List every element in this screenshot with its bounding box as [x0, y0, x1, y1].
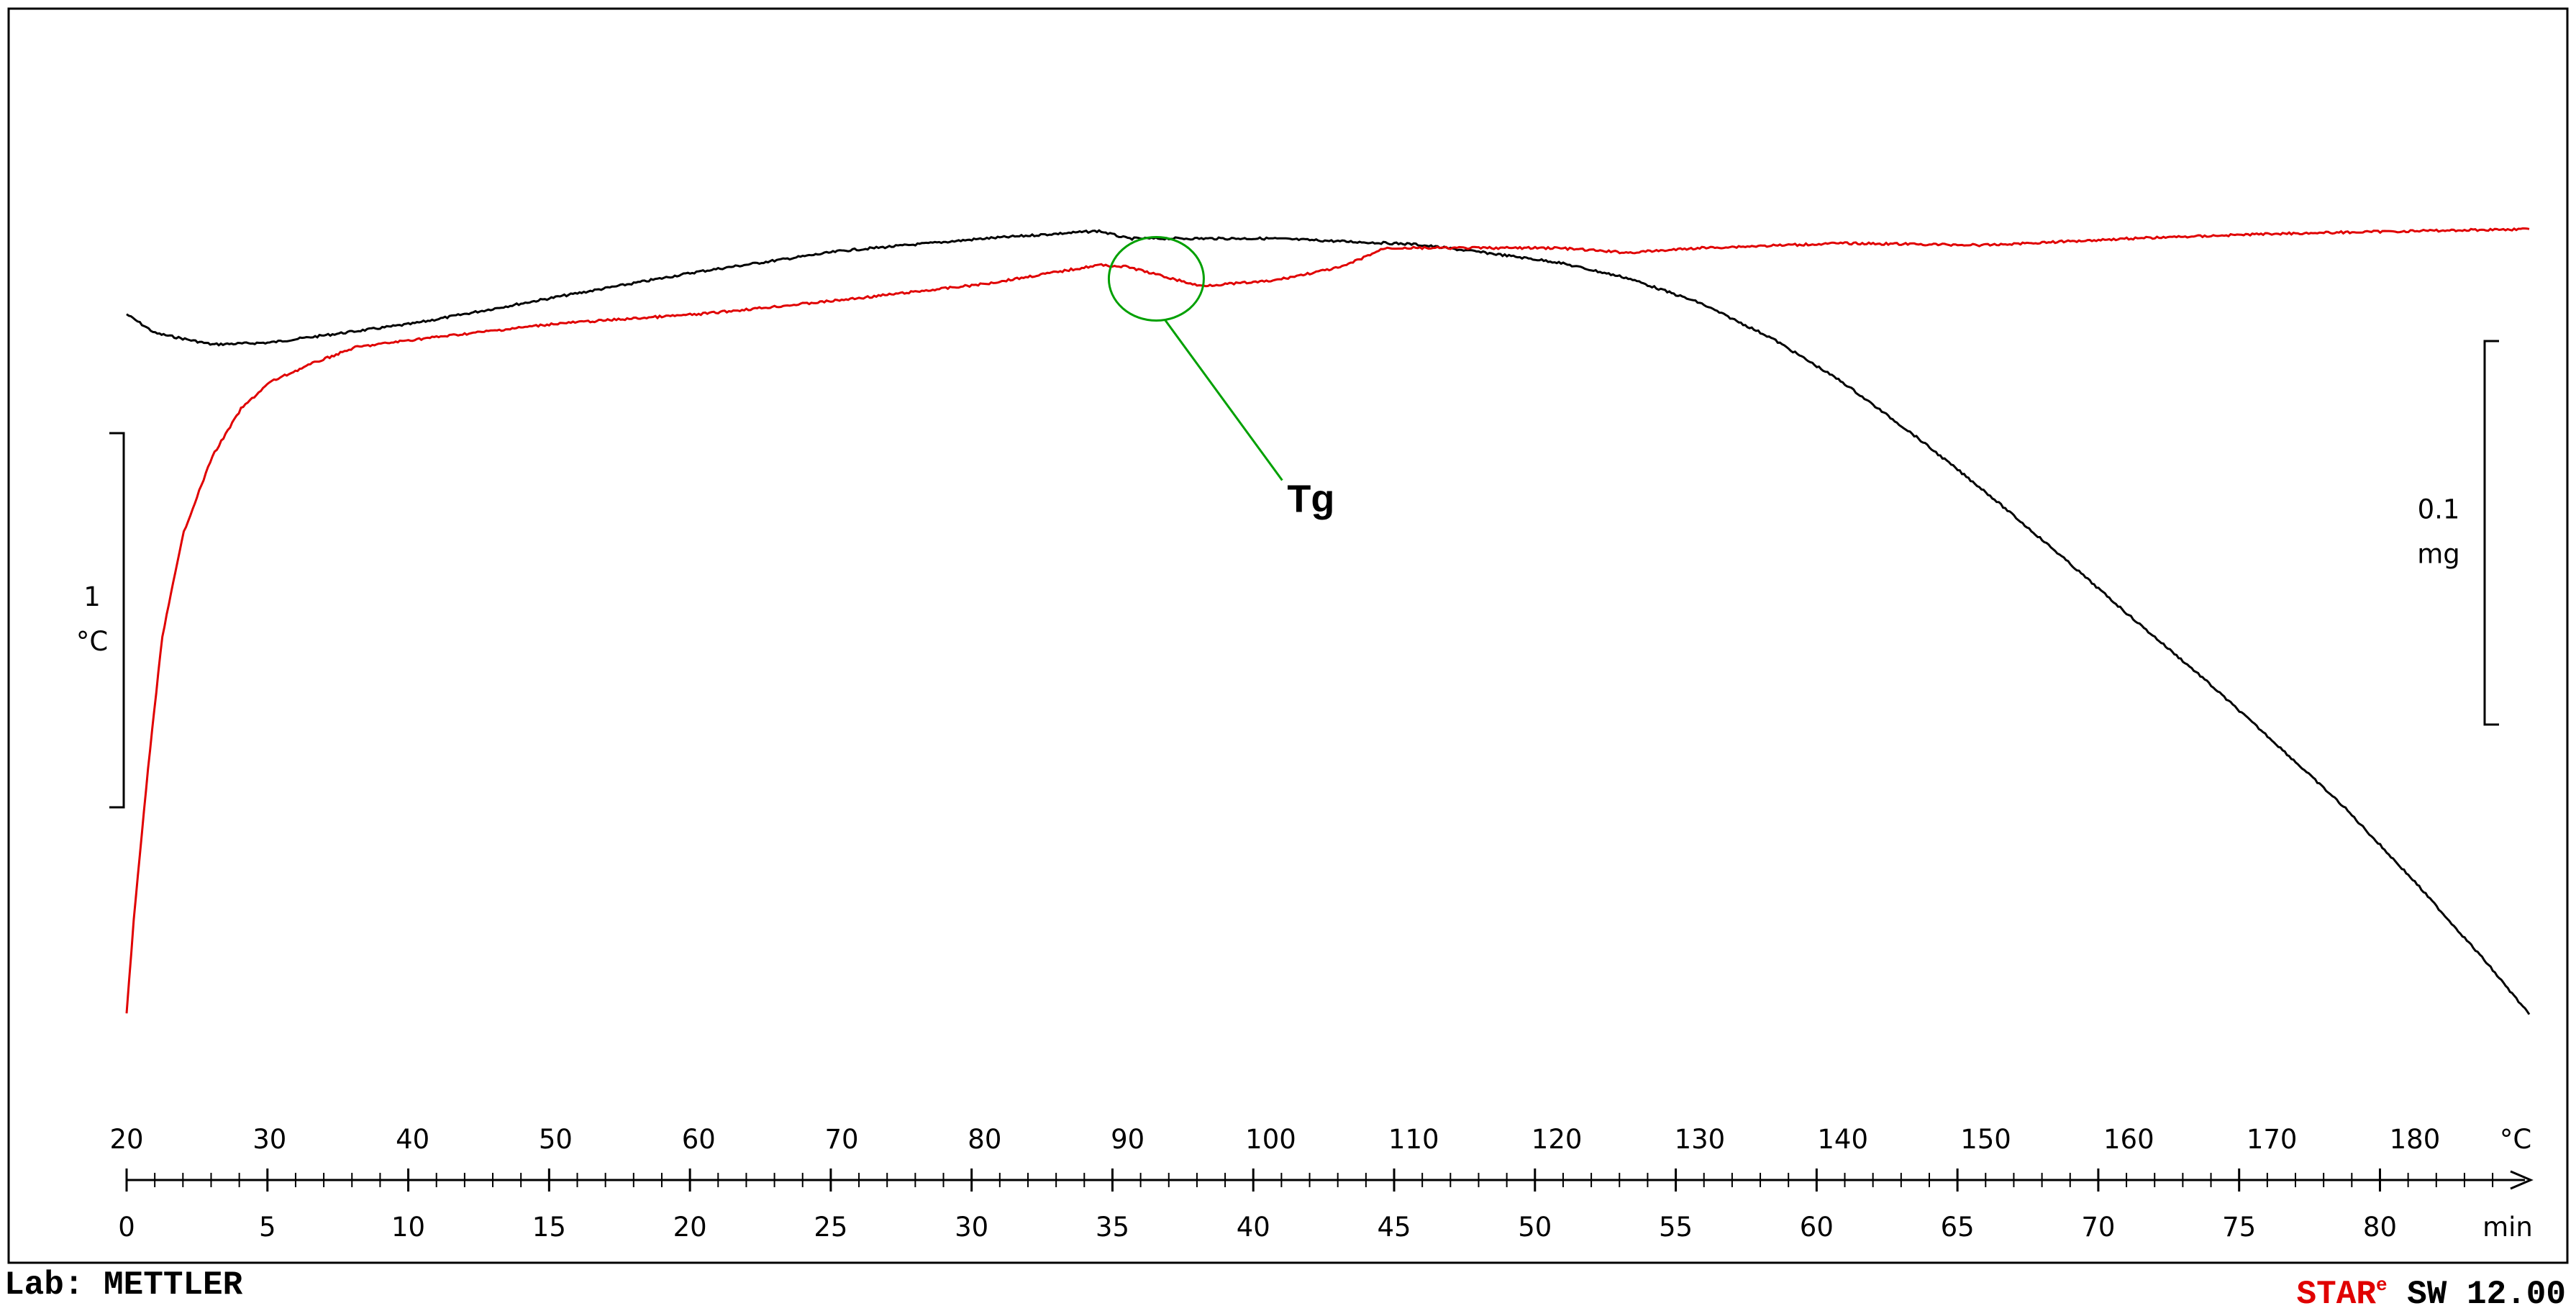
x-tick-label-time: 65 — [1941, 1212, 1975, 1243]
tg-circle — [1107, 235, 1205, 322]
x-axis-arrow — [2510, 1170, 2534, 1190]
x-tick-label-temp: 130 — [1675, 1124, 1726, 1155]
brand-superscript: e — [2375, 1274, 2388, 1296]
scale-bar-left — [109, 432, 125, 809]
x-axis-unit-temp: °C — [2500, 1124, 2531, 1155]
x-tick-label-temp: 90 — [1111, 1124, 1144, 1155]
x-tick-label-time: 75 — [2222, 1212, 2256, 1243]
x-tick-label-time: 0 — [118, 1212, 135, 1243]
x-tick-label-time: 50 — [1518, 1212, 1552, 1243]
plot-frame — [7, 7, 2569, 1264]
x-tick-label-time: 35 — [1096, 1212, 1129, 1243]
x-tick-label-temp: 100 — [1245, 1124, 1296, 1155]
version-label: SW 12.00 — [2387, 1276, 2566, 1313]
scale-bar-value-right: 0.1 — [2418, 494, 2460, 525]
scale-bar-value-left: 1 — [83, 581, 101, 612]
tg-annotation-label: Tg — [1287, 477, 1334, 520]
x-tick-label-time: 15 — [532, 1212, 566, 1243]
scale-bars-group: 1 °C 0.1 mg — [76, 340, 2499, 809]
x-tick-label-temp: 140 — [1817, 1124, 1868, 1155]
x-tick-label-time: 5 — [259, 1212, 276, 1243]
brand-name: STAR — [2296, 1276, 2376, 1313]
x-tick-label-time: 10 — [391, 1212, 425, 1243]
x-tick-label-temp: 30 — [252, 1124, 286, 1155]
axes-group: 20 30 40 50 60 70 80 90 100 110 120 130 140 150 160 170… — [109, 1124, 2534, 1243]
x-tick-label-time: 30 — [955, 1212, 988, 1243]
x-tick-label-time: 45 — [1377, 1212, 1411, 1243]
x-tick-label-temp: 20 — [109, 1124, 143, 1155]
x-tick-label-time: 20 — [673, 1212, 707, 1243]
scale-bar-right — [2483, 340, 2499, 726]
curves-group — [125, 227, 2531, 1015]
x-tick-label-temp: 60 — [682, 1124, 716, 1155]
x-tick-label-time: 60 — [1800, 1212, 1834, 1243]
x-tick-label-temp: 110 — [1388, 1124, 1439, 1155]
scale-bar-unit-left: °C — [76, 626, 108, 657]
x-tick-label-temp: 80 — [968, 1124, 1001, 1155]
series-curve-1 — [125, 227, 2530, 1014]
x-tick-label-temp: 180 — [2390, 1124, 2441, 1155]
x-tick-label-temp: 170 — [2247, 1124, 2298, 1155]
x-tick-label-temp: 70 — [825, 1124, 859, 1155]
x-tick-label-time: 55 — [1659, 1212, 1693, 1243]
brand-logo: STARe — [2296, 1274, 2388, 1313]
x-tick-label-temp: 150 — [1960, 1124, 2011, 1155]
x-tick-label-temp: 120 — [1532, 1124, 1583, 1155]
lab-label: Lab: METTLER — [4, 1266, 243, 1304]
x-tick-label-time: 40 — [1237, 1212, 1270, 1243]
tg-leader-line — [1164, 319, 1283, 481]
x-tick-label-temp: 50 — [539, 1124, 573, 1155]
x-tick-label-time: 80 — [2363, 1212, 2397, 1243]
x-tick-label-temp: 160 — [2103, 1124, 2154, 1155]
series-curve-0 — [126, 229, 2531, 1015]
x-axis-unit-time: min — [2482, 1212, 2533, 1243]
software-version: STARe SW 12.00 — [2297, 1263, 2566, 1316]
x-tick-label-temp: 40 — [396, 1124, 429, 1155]
x-tick-label-time: 25 — [814, 1212, 847, 1243]
x-tick-label-time: 70 — [2081, 1212, 2115, 1243]
annotations-group: Tg — [1107, 235, 1334, 520]
scale-bar-unit-right: mg — [2417, 539, 2460, 570]
